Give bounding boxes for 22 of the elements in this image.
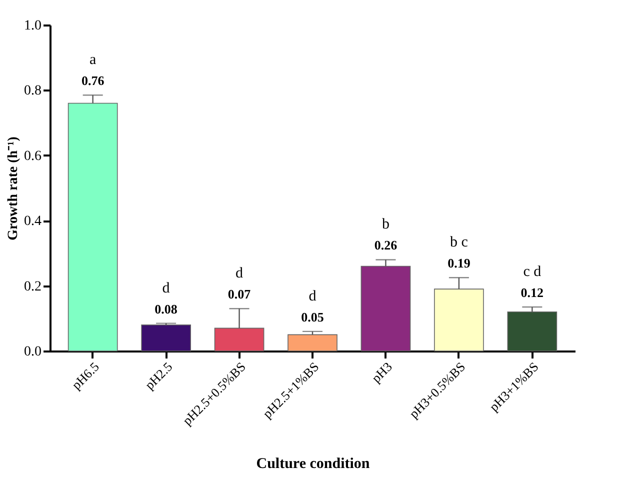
data-label: 0.07 [228, 286, 252, 302]
annotation: d [308, 288, 317, 304]
annotation: b [382, 216, 390, 233]
annotation: a [90, 52, 96, 68]
data-label: 0.26 [374, 238, 398, 253]
y-tick-label: 0.2 [24, 279, 42, 294]
y-tick-label: 0.4 [24, 214, 42, 230]
x-axis-title: Culture condition [256, 456, 370, 472]
annotation: b c [450, 234, 468, 251]
annotation: c d [523, 264, 542, 280]
y-axis-title: Growth rate (h⁻¹) [6, 136, 21, 240]
annotation: d [162, 280, 170, 296]
data-label: 0.05 [301, 309, 324, 324]
data-label: 0.08 [154, 301, 178, 316]
y-tick-label: 0.6 [24, 148, 42, 164]
annotation: d [236, 266, 244, 282]
data-label: 0.12 [520, 284, 544, 300]
data-label: 0.19 [448, 256, 471, 271]
data-label: 0.76 [81, 73, 105, 88]
y-tick-label: 1.0 [24, 18, 42, 34]
y-tick-label: 0.8 [24, 84, 42, 99]
y-tick-label: 0.0 [24, 344, 42, 360]
